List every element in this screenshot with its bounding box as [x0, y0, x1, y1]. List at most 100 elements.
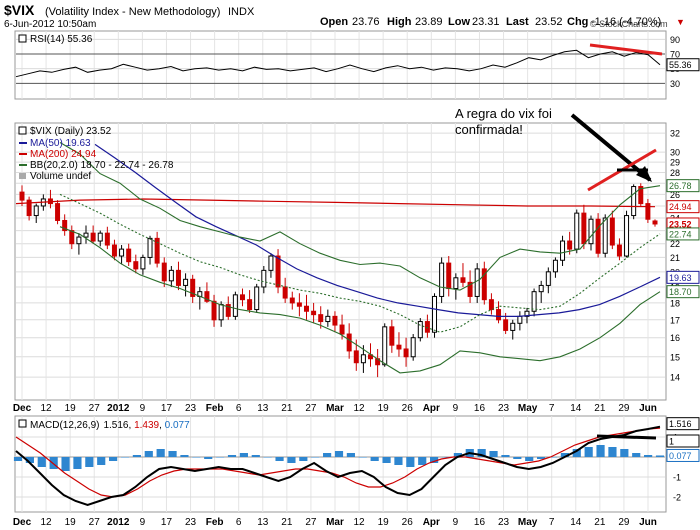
x-tick-label: Mar [326, 517, 344, 528]
annotation-marks [570, 43, 663, 440]
macd-histogram-bar [560, 453, 569, 457]
macd-histogram-bar [49, 457, 58, 469]
watermark: © StockCharts.com [590, 19, 668, 29]
macd-histogram-bar [97, 457, 106, 465]
annotation-red-trend-rsi [589, 43, 663, 56]
candle-body [410, 337, 416, 358]
candle-body [232, 294, 238, 317]
macd-tick-label: -1 [673, 473, 681, 483]
rsi-layer [15, 49, 661, 78]
x-tick-label: 12 [354, 403, 366, 414]
macd-legend-label: MACD(12,26,9) [30, 420, 99, 431]
candle-body [417, 321, 423, 339]
macd-histogram-bar [370, 457, 379, 461]
macd-panel-frame [14, 415, 667, 513]
chg-value: -1.16 (-4.70%) [591, 16, 661, 28]
candle-body [474, 268, 480, 297]
candle-body [496, 309, 502, 321]
rsi-legend-swatch [18, 34, 27, 43]
candle-body [460, 277, 466, 283]
annotation-arrow-head [636, 166, 652, 182]
macd-tick-label: -2 [673, 493, 681, 503]
candle-body [161, 262, 167, 282]
rsi-line [15, 49, 661, 78]
macd-histogram-bar [537, 457, 546, 459]
macd-histogram-bar [572, 449, 581, 457]
bb-legend-text: BB(20,2.0) 18.70 - 22.74 - 26.78 [30, 160, 174, 171]
macd-tag-text: 1.516 [669, 419, 692, 429]
x-tick-label: 13 [257, 517, 269, 528]
macd-histogram-bar [513, 457, 522, 459]
x-tick-label: Feb [206, 517, 224, 528]
chg-down-arrow-icon: ▼ [676, 17, 685, 27]
quote-bar: Open 23.76 High 23.89 Low 23.31 Last 23.… [320, 16, 685, 28]
price-panel-frame [14, 122, 667, 401]
price-tick-label: 15 [670, 352, 680, 362]
low-label: Low [448, 16, 470, 28]
candle-body [126, 248, 132, 263]
macd-histogram-bar [251, 455, 260, 457]
candle-body [538, 284, 544, 293]
vix-legend-swatch [18, 126, 27, 135]
price-tag-box [666, 285, 700, 299]
candle-body [254, 286, 260, 311]
macd-histogram-bar [382, 457, 391, 463]
candle-body [439, 262, 445, 297]
macd-histogram-bar [204, 457, 213, 459]
candle-body [62, 219, 68, 232]
macd-histogram-bar [227, 455, 237, 457]
last-label: Last [506, 16, 529, 28]
macd-histogram-bar [239, 453, 248, 457]
symbol: $VIX [4, 2, 35, 18]
macd-histogram-bar [61, 457, 70, 471]
annotation-line-2: confirmada! [455, 122, 523, 137]
macd-histogram-bar [109, 457, 118, 461]
volume-legend-text: Volume undef [30, 171, 91, 182]
candle-body [325, 315, 331, 323]
x-tick-label: Apr [423, 403, 440, 414]
x-tick-label: 16 [474, 403, 486, 414]
x-tick-label: May [518, 517, 538, 528]
candle-body [631, 186, 637, 217]
candle-body [552, 259, 558, 273]
macd-histogram-bar [477, 449, 486, 457]
x-tick-label: 19 [65, 517, 77, 528]
macd-legend-swatch [18, 419, 27, 428]
bb-upper-line [59, 142, 661, 291]
x-tick-label: 16 [474, 517, 486, 528]
candle-body [595, 218, 601, 254]
price-tag-text: 18.70 [669, 287, 692, 297]
annotation-line-1: A regra do vix foi [455, 106, 552, 121]
candle-body [403, 348, 409, 358]
macd-histogram-bar [120, 457, 130, 458]
macd-histogram-bar [655, 455, 665, 457]
x-tick-label: 23 [498, 517, 510, 528]
candle-body [225, 304, 231, 317]
x-tick-label: 27 [89, 517, 101, 528]
macd-tag-text: 1 [669, 437, 674, 447]
candle-body [268, 255, 274, 271]
datetime: 6-Jun-2012 10:50am [4, 19, 96, 30]
rsi-tick-label: 90 [670, 35, 680, 45]
rsi-tick-label: 30 [670, 79, 680, 89]
candle-body [303, 305, 309, 312]
x-tick-label: 2012 [107, 517, 130, 528]
macd-histogram-bar [144, 451, 153, 457]
x-tick-label: 19 [65, 403, 77, 414]
high-label: High [387, 16, 412, 28]
volume-legend-swatch [19, 173, 26, 179]
candle-body [432, 295, 438, 333]
rsi-legend: RSI(14) 55.36 [18, 34, 93, 45]
rsi-legend-text: RSI(14) 55.36 [30, 34, 93, 45]
macd-histogram-bar [13, 457, 23, 461]
ma50-legend-text: MA(50) 19.63 [30, 138, 91, 149]
x-tick-label: 17 [161, 517, 173, 528]
price-tag-text: 23.52 [669, 219, 692, 229]
candle-body [33, 205, 39, 217]
price-tag-text: 22.74 [669, 229, 692, 239]
candle-body [261, 269, 267, 288]
macd-line [15, 425, 661, 507]
candle-body [282, 286, 288, 299]
candle-body [510, 322, 516, 331]
